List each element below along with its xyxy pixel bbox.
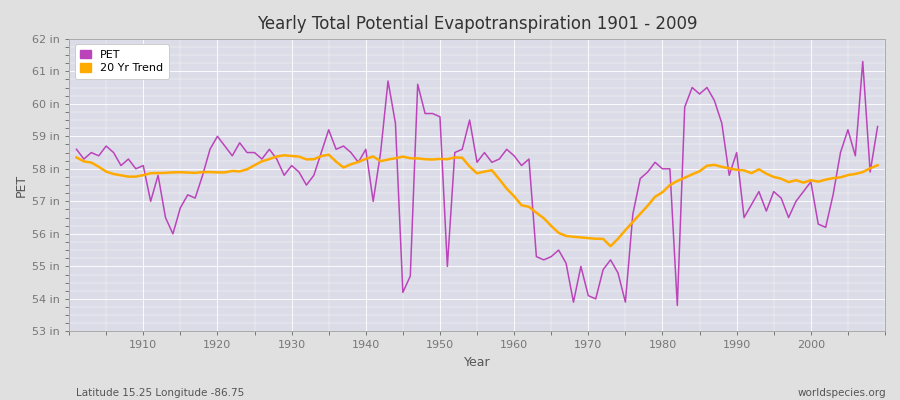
Text: Latitude 15.25 Longitude -86.75: Latitude 15.25 Longitude -86.75 xyxy=(76,388,245,398)
Legend: PET, 20 Yr Trend: PET, 20 Yr Trend xyxy=(75,44,169,79)
Y-axis label: PET: PET xyxy=(15,174,28,197)
Title: Yearly Total Potential Evapotranspiration 1901 - 2009: Yearly Total Potential Evapotranspiratio… xyxy=(256,15,698,33)
X-axis label: Year: Year xyxy=(464,356,490,369)
Text: worldspecies.org: worldspecies.org xyxy=(798,388,886,398)
